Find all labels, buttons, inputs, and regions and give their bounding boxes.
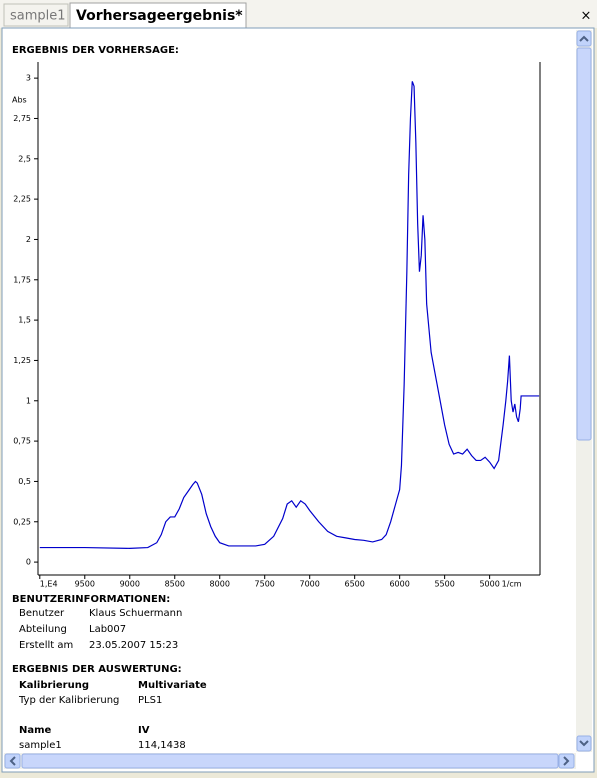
- section-title: ERGEBNIS DER AUSWERTUNG:: [12, 664, 182, 675]
- y-tick-label: 0,75: [13, 437, 31, 446]
- close-button[interactable]: ×: [581, 9, 592, 24]
- scroll-left[interactable]: [4, 753, 21, 769]
- scroll-thumb[interactable]: [576, 47, 592, 441]
- scroll-up[interactable]: [576, 30, 592, 47]
- scroll-right[interactable]: [558, 753, 575, 769]
- info-label: Erstellt am: [19, 640, 73, 651]
- y-tick-label: 0,5: [18, 477, 31, 486]
- y-tick-label: 2,25: [13, 195, 31, 204]
- x-tick-label: 1,E4: [40, 580, 58, 589]
- y-tick-label: 1,75: [13, 275, 31, 284]
- table-cell: Typ der Kalibrierung: [18, 695, 119, 706]
- y-tick-label: 1: [26, 396, 31, 405]
- spectrum-line: [39, 81, 540, 549]
- scroll-down[interactable]: [576, 735, 592, 752]
- table-cell: sample1: [19, 740, 62, 751]
- x-tick-label: 9500: [75, 580, 95, 589]
- content-panel: [1, 27, 595, 773]
- x-tick-label: 5000: [479, 580, 499, 589]
- table-header: IV: [138, 725, 150, 736]
- table-header: Kalibrierung: [19, 680, 89, 691]
- section-title: BENUTZERINFORMATIONEN:: [12, 594, 170, 605]
- x-tick-label: 6500: [344, 580, 364, 589]
- x-tick-label: 9000: [120, 580, 140, 589]
- x-tick-label: 7500: [255, 580, 275, 589]
- report: ERGEBNIS DER VORHERSAGE: Abs BENUTZERINF…: [12, 45, 541, 751]
- x-tick-label: 8000: [210, 580, 230, 589]
- y-tick-label: 0: [26, 558, 31, 567]
- x-axis-label: 1/cm: [502, 580, 522, 589]
- table-cell: 114,1438: [138, 740, 186, 751]
- y-tick-label: 2,5: [18, 154, 31, 163]
- y-tick-label: 3: [26, 74, 31, 83]
- y-tick-label: 1,25: [13, 356, 31, 365]
- y-tick-label: 2: [26, 235, 31, 244]
- x-tick-label: 7000: [300, 580, 320, 589]
- y-tick-label: 2,75: [13, 114, 31, 123]
- x-tick-label: 6000: [389, 580, 409, 589]
- info-value: Klaus Schuermann: [89, 608, 182, 619]
- tab-label[interactable]: Vorhersageergebnis*: [76, 8, 243, 24]
- tab-label[interactable]: sample1: [10, 9, 66, 24]
- y-tick-label: 0,25: [13, 517, 31, 526]
- table-header: Multivariate: [138, 680, 207, 691]
- chart-title: ERGEBNIS DER VORHERSAGE:: [12, 45, 179, 56]
- y-axis-label: Abs: [12, 96, 27, 105]
- info-label: Benutzer: [19, 608, 65, 619]
- y-tick-label: 1,5: [18, 316, 31, 325]
- info-value: 23.05.2007 15:23: [89, 640, 178, 651]
- tab[interactable]: [3, 3, 69, 27]
- scroll-thumb[interactable]: [21, 753, 559, 769]
- x-tick-label: 5500: [434, 580, 454, 589]
- info-value: Lab007: [89, 624, 126, 635]
- info-label: Abteilung: [19, 624, 67, 635]
- table-header: Name: [19, 725, 52, 736]
- table-cell: PLS1: [138, 695, 162, 706]
- x-tick-label: 8500: [165, 580, 185, 589]
